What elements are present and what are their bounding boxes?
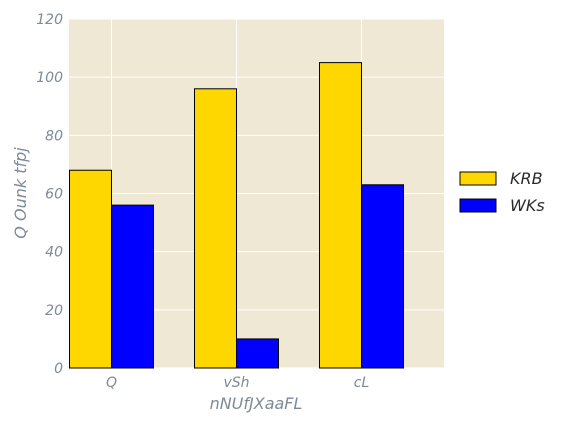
y-tick-label: 120 <box>36 12 63 28</box>
y-axis-ticks: 0 20 40 60 80 100 120 <box>36 12 63 377</box>
y-tick-label: 0 <box>54 361 63 377</box>
legend-swatch-WKs <box>459 198 497 213</box>
legend-label-KRB: KRB <box>510 169 543 188</box>
legend: KRB WKs <box>459 169 545 215</box>
legend-swatch-KRB <box>459 171 497 186</box>
bars <box>69 62 404 369</box>
y-tick-label: 100 <box>36 70 63 86</box>
x-tick-label: vSh <box>223 375 249 391</box>
bar-KRB-Q <box>69 169 112 369</box>
bar-KRB-cL <box>319 62 362 369</box>
y-tick-label: 20 <box>45 303 63 319</box>
x-axis-title: nNUfJXaaFL <box>210 394 303 413</box>
y-tick-label: 40 <box>45 245 63 261</box>
bar-WKs-cL <box>361 184 404 369</box>
x-tick-label: cL <box>354 375 370 391</box>
y-axis-title: Q Ounk tfpj <box>11 147 30 239</box>
y-tick-label: 80 <box>45 128 63 144</box>
y-tick-label: 60 <box>45 187 63 203</box>
x-tick-label: Q <box>106 375 117 391</box>
bar-KRB-vSh <box>194 88 237 369</box>
legend-label-WKs: WKs <box>510 196 545 215</box>
bar-WKs-Q <box>111 204 154 369</box>
bar-WKs-vSh <box>236 338 279 369</box>
